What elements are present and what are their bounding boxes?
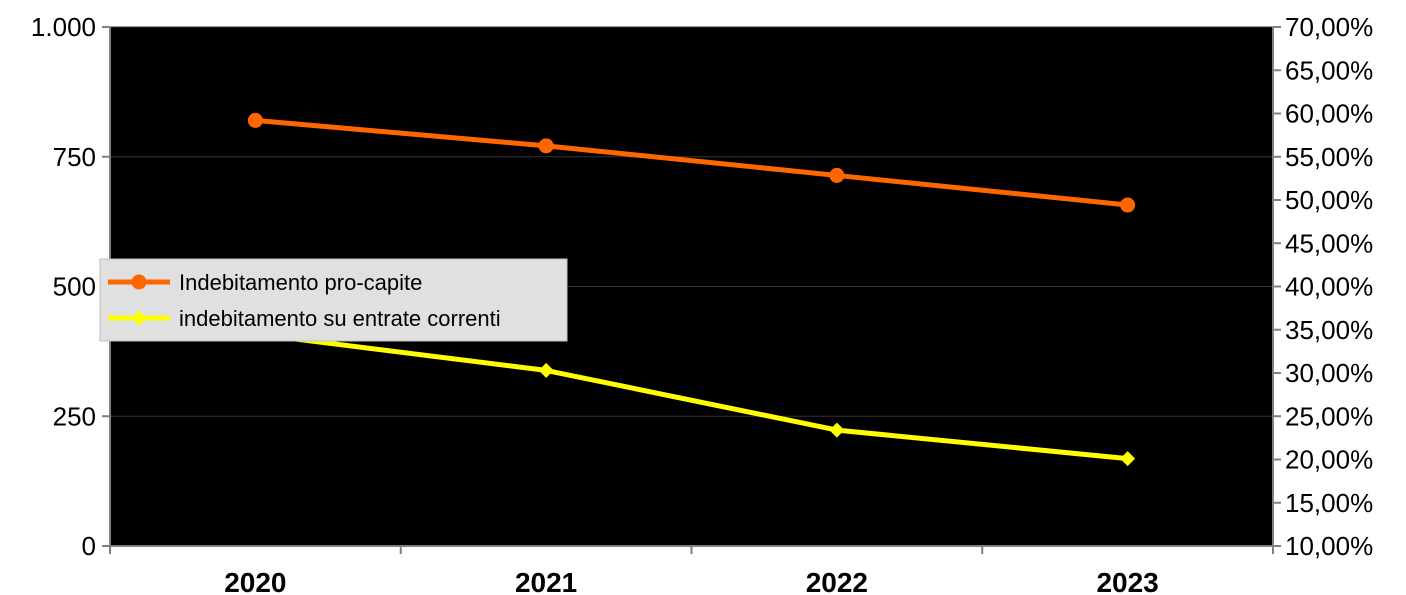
category-label: 2020 <box>224 567 286 595</box>
legend: Indebitamento pro-capite indebitamento su… <box>99 258 568 342</box>
right-tick-label: 50,00% <box>1285 185 1373 215</box>
legend-marker <box>131 274 147 290</box>
right-axis: 10,00% 15,00% 20,00% 25,00% 30,00% 35,00% 40,0… <box>1272 12 1373 561</box>
right-tick-label: 35,00% <box>1285 315 1373 345</box>
left-tick-label: 0 <box>82 531 96 561</box>
right-tick-label: 60,00% <box>1285 99 1373 129</box>
legend-marker <box>131 310 147 326</box>
right-tick-label: 30,00% <box>1285 358 1373 388</box>
left-tick-label: 500 <box>53 272 96 302</box>
data-point <box>247 112 263 128</box>
data-point <box>538 138 554 154</box>
series-1 <box>247 112 1136 213</box>
category-label: 2022 <box>806 567 868 595</box>
legend-label: indebitamento su entrate correnti <box>179 306 501 331</box>
right-tick-label: 40,00% <box>1285 272 1373 302</box>
right-tick-label: 25,00% <box>1285 401 1373 431</box>
data-point <box>1120 197 1136 213</box>
series-line <box>255 331 1128 462</box>
right-tick-label: 70,00% <box>1285 12 1373 42</box>
data-point <box>1120 451 1136 467</box>
data-point <box>829 167 845 183</box>
right-tick-label: 20,00% <box>1285 445 1373 475</box>
legend-box <box>99 258 568 342</box>
left-tick-label: 250 <box>53 401 96 431</box>
data-point <box>538 362 554 378</box>
left-tick-label: 1.000 <box>31 12 96 42</box>
category-label: 2021 <box>515 567 577 595</box>
legend-item: indebitamento su entrate correnti <box>108 306 501 331</box>
right-tick-label: 10,00% <box>1285 531 1373 561</box>
data-point <box>829 422 845 438</box>
category-label: 2023 <box>1096 567 1158 595</box>
right-tick-label: 65,00% <box>1285 55 1373 85</box>
left-tick-label: 750 <box>53 142 96 172</box>
right-tick-label: 45,00% <box>1285 228 1373 258</box>
gridlines <box>110 26 1273 417</box>
x-axis: 2020 2021 2022 2023 <box>109 545 1274 595</box>
right-tick-label: 55,00% <box>1285 142 1373 172</box>
right-tick-label: 15,00% <box>1285 488 1373 518</box>
legend-item: Indebitamento pro-capite <box>108 270 422 295</box>
left-axis: 0 250 500 750 1.000 <box>31 12 111 561</box>
series-line <box>255 117 1128 208</box>
legend-label: Indebitamento pro-capite <box>179 270 422 295</box>
